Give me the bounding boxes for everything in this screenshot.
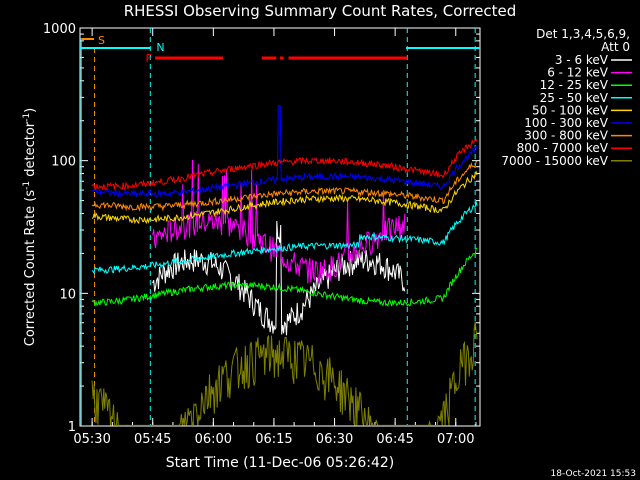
x-tick-label-1: 05:45 [134, 432, 171, 447]
x-tick-label-3: 06:15 [255, 432, 292, 447]
y-tick-label-2: 100 [51, 155, 76, 170]
flare-label: F [145, 52, 151, 65]
series-line-2 [91, 247, 478, 308]
x-tick-label-2: 06:00 [195, 432, 232, 447]
y-tick-label-0: 1 [68, 420, 76, 435]
saa-label: S [98, 34, 105, 47]
series-line-7 [91, 138, 478, 191]
x-tick-label-6: 07:00 [437, 432, 474, 447]
series-line-6 [91, 160, 478, 212]
x-tick-label-0: 05:30 [73, 432, 110, 447]
series-line-5 [91, 105, 478, 199]
legend-label-2: 12 - 25 keV [540, 78, 609, 92]
night-label: N [156, 41, 164, 54]
legend-label-4: 50 - 100 keV [532, 103, 609, 117]
legend-label-8: 7000 - 15000 keV [501, 154, 608, 168]
legend-label-5: 100 - 300 keV [524, 116, 608, 130]
legend-label-7: 800 - 7000 keV [517, 141, 609, 155]
chart-title: RHESSI Observing Summary Count Rates, Co… [124, 2, 517, 20]
legend-header-line2: Att 0 [601, 40, 630, 54]
x-tick-label-5: 06:45 [376, 432, 413, 447]
footer-date: 18-Oct-2021 15:53 [551, 469, 636, 479]
legend-header-line1: Det 1,3,4,5,6,9, [536, 27, 630, 41]
series-line-4 [91, 170, 478, 225]
legend-label-6: 300 - 800 keV [524, 129, 608, 143]
series-line-8 [91, 321, 478, 428]
series-line-3 [91, 201, 478, 275]
x-axis-label: Start Time (11-Dec-06 05:26:42) [166, 455, 394, 471]
legend-label-1: 6 - 12 keV [547, 66, 609, 80]
x-tick-label-4: 06:30 [316, 432, 353, 447]
y-tick-label-3: 1000 [43, 22, 76, 37]
series-line-0 [152, 220, 406, 336]
y-axis-label: Corrected Count Rate (s-1 detector-1) [22, 108, 38, 346]
legend-label-0: 3 - 6 keV [555, 53, 609, 67]
y-tick-label-1: 10 [59, 287, 76, 302]
legend-label-3: 25 - 50 keV [540, 91, 609, 105]
plot-frame [79, 27, 481, 427]
